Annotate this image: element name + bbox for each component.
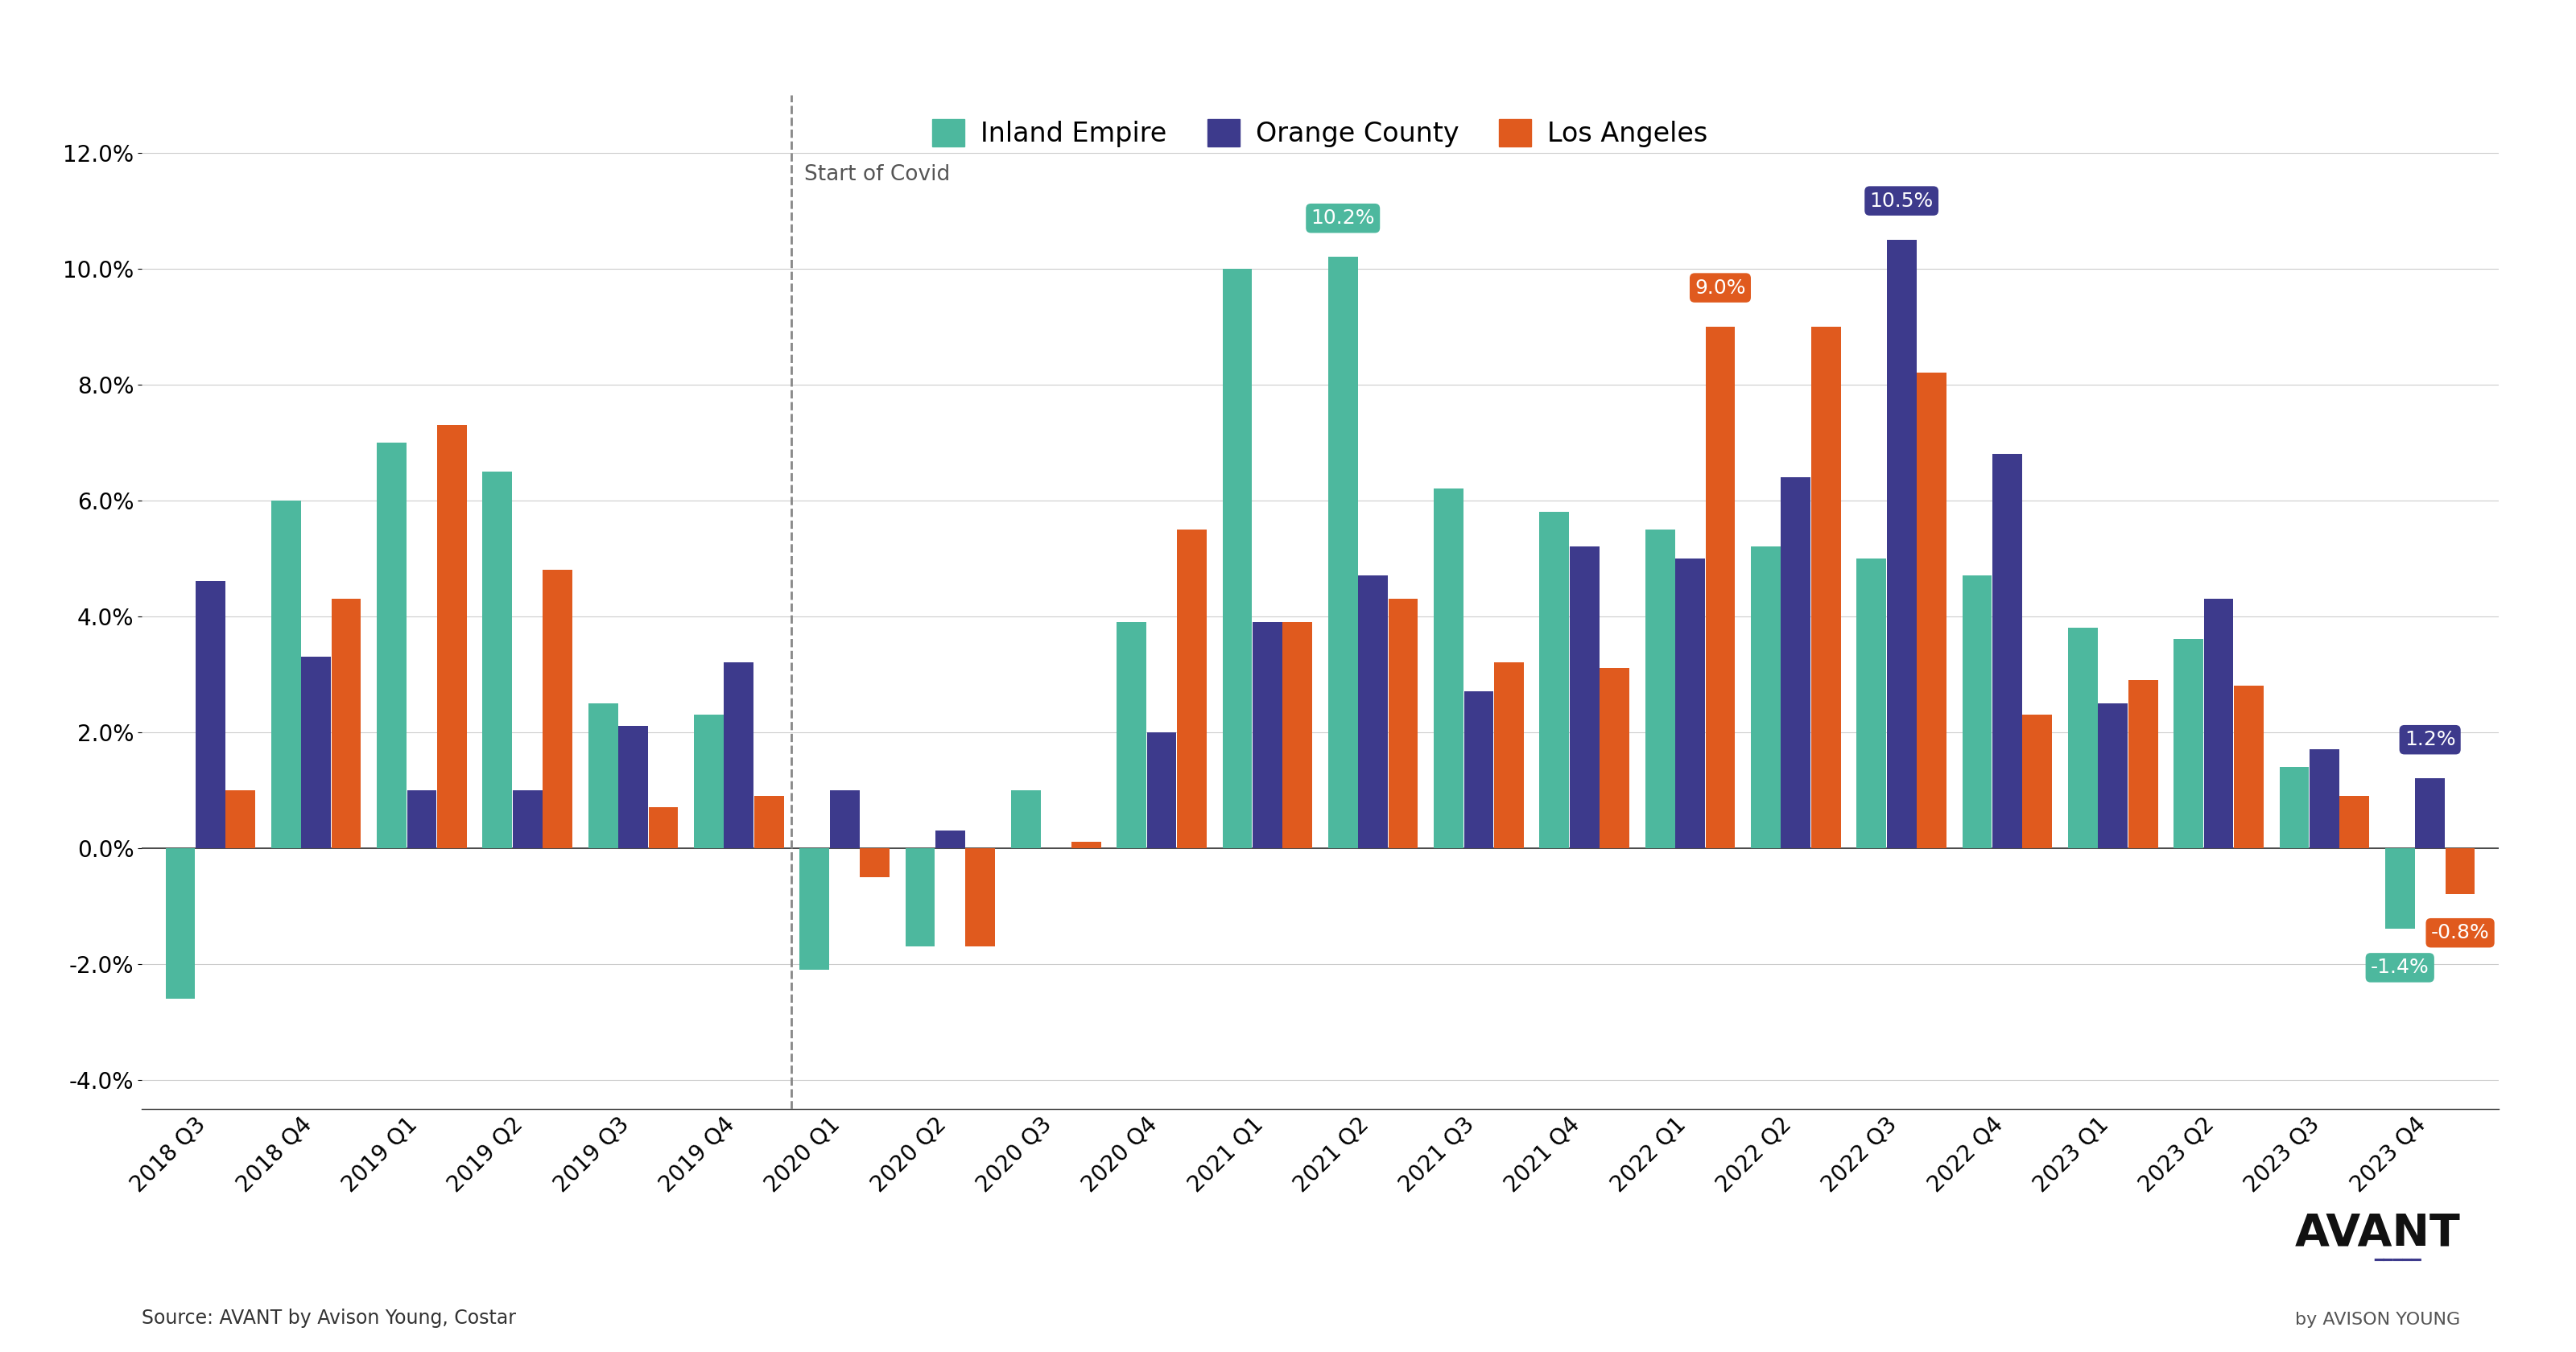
Bar <box>301 657 330 848</box>
Bar <box>1917 373 1947 848</box>
Bar <box>2385 848 2414 929</box>
Bar <box>1752 546 1780 848</box>
Bar <box>799 848 829 969</box>
Bar <box>196 581 224 848</box>
Text: by AVISON YOUNG: by AVISON YOUNG <box>2295 1311 2460 1328</box>
Bar <box>2097 703 2128 848</box>
Bar <box>1358 576 1388 848</box>
Bar <box>1146 731 1177 848</box>
Bar <box>270 500 301 848</box>
Bar <box>2280 767 2308 848</box>
Bar <box>2445 848 2476 894</box>
Bar <box>904 848 935 946</box>
Bar <box>2022 715 2053 848</box>
Bar <box>1224 269 1252 848</box>
Text: Start of Covid: Start of Covid <box>804 164 951 185</box>
Bar <box>618 726 649 848</box>
Bar <box>1329 257 1358 848</box>
Text: 1.2%: 1.2% <box>2403 730 2455 749</box>
Bar <box>1886 239 1917 848</box>
Bar <box>1780 477 1811 848</box>
Text: 9.0%: 9.0% <box>1695 279 1747 297</box>
Legend: Inland Empire, Orange County, Los Angeles: Inland Empire, Orange County, Los Angele… <box>922 108 1718 158</box>
Bar <box>165 848 196 999</box>
Bar <box>1540 512 1569 848</box>
Bar <box>438 425 466 848</box>
Bar <box>860 848 889 877</box>
Text: AVANT: AVANT <box>2295 1211 2460 1255</box>
Text: 10.5%: 10.5% <box>1870 191 1935 211</box>
Text: ━━━━━: ━━━━━ <box>2375 1253 2421 1268</box>
Bar <box>1811 326 1842 848</box>
Bar <box>1857 558 1886 848</box>
Bar <box>1435 488 1463 848</box>
Bar <box>1463 691 1494 848</box>
Bar <box>2416 779 2445 848</box>
Bar <box>2205 599 2233 848</box>
Bar <box>1600 668 1631 848</box>
Bar <box>544 569 572 848</box>
Bar <box>1283 622 1311 848</box>
Bar <box>407 790 435 848</box>
Bar <box>935 830 966 848</box>
Bar <box>724 662 755 848</box>
Bar <box>693 715 724 848</box>
Bar <box>1991 454 2022 848</box>
Text: -0.8%: -0.8% <box>2432 923 2488 942</box>
Bar <box>1705 326 1736 848</box>
Bar <box>1494 662 1522 848</box>
Bar <box>332 599 361 848</box>
Bar <box>1674 558 1705 848</box>
Bar <box>2069 627 2097 848</box>
Bar <box>482 472 513 848</box>
Text: 10.2%: 10.2% <box>1311 208 1376 228</box>
Bar <box>1646 529 1674 848</box>
Bar <box>2128 680 2159 848</box>
Bar <box>2339 796 2370 848</box>
Bar <box>1010 790 1041 848</box>
Bar <box>829 790 860 848</box>
Bar <box>2311 749 2339 848</box>
Bar <box>1252 622 1283 848</box>
Bar <box>1177 529 1206 848</box>
Bar <box>1118 622 1146 848</box>
Bar <box>1388 599 1417 848</box>
Bar <box>513 790 544 848</box>
Bar <box>966 848 994 946</box>
Bar <box>1569 546 1600 848</box>
Bar <box>587 703 618 848</box>
Bar <box>2233 685 2264 848</box>
Bar <box>227 790 255 848</box>
Bar <box>755 796 783 848</box>
Text: Source: AVANT by Avison Young, Costar: Source: AVANT by Avison Young, Costar <box>142 1309 515 1328</box>
Bar <box>2174 639 2202 848</box>
Bar <box>1072 842 1100 848</box>
Bar <box>1963 576 1991 848</box>
Bar <box>649 807 677 848</box>
Bar <box>376 442 407 848</box>
Text: -1.4%: -1.4% <box>2370 959 2429 977</box>
